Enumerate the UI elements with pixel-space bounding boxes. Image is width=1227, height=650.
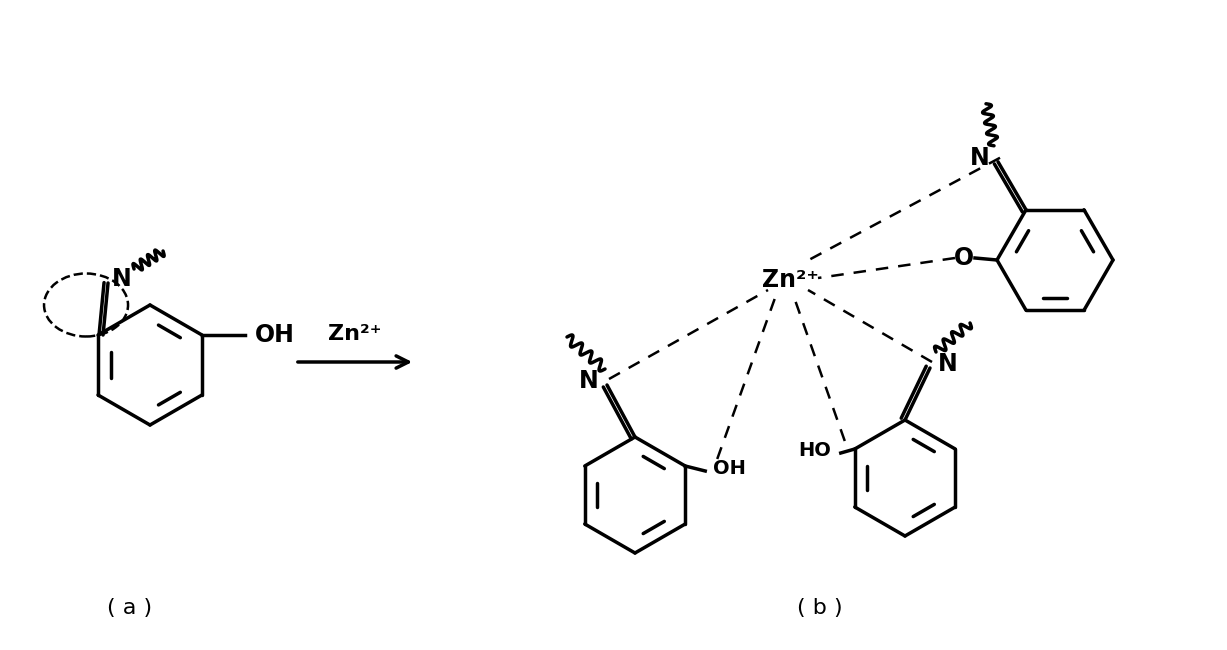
Text: OH: OH (713, 460, 746, 478)
Text: Zn²⁺: Zn²⁺ (329, 324, 382, 344)
Text: Zn²⁺: Zn²⁺ (762, 268, 818, 292)
Text: N: N (112, 267, 133, 291)
Text: HO: HO (798, 441, 831, 460)
Text: ( b ): ( b ) (798, 598, 843, 618)
Text: N: N (579, 369, 599, 393)
Text: O: O (953, 246, 974, 270)
Text: N: N (971, 146, 990, 170)
Text: ( a ): ( a ) (108, 598, 152, 618)
Text: OH: OH (255, 323, 294, 347)
Text: N: N (939, 352, 958, 376)
